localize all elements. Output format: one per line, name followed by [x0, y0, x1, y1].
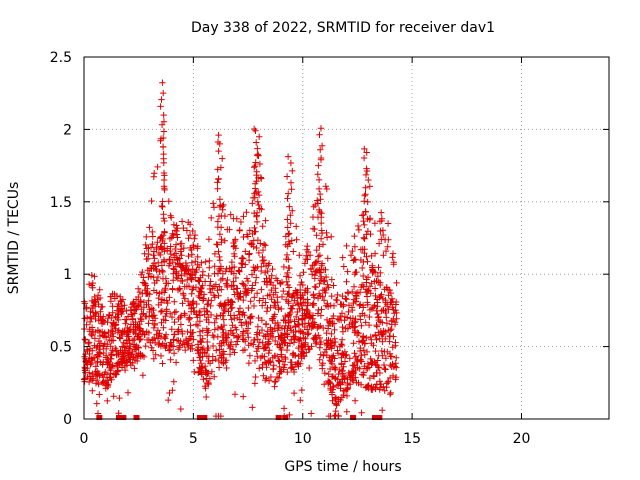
baseline-marker	[371, 415, 378, 420]
chart-title: Day 338 of 2022, SRMTID for receiver dav…	[191, 20, 495, 36]
y-tick-label: 0	[63, 412, 72, 428]
y-axis-label: SRMTID / TECUs	[6, 182, 22, 295]
scatter-plus-markers	[81, 79, 400, 420]
baseline-marker	[201, 415, 208, 420]
data-points	[81, 79, 400, 420]
x-tick-label: 20	[513, 431, 531, 447]
y-tick-label: 2	[63, 122, 72, 138]
baseline-marker	[196, 415, 203, 420]
baseline-marker	[133, 415, 140, 420]
plot-frame	[83, 56, 610, 420]
x-tick-label: 5	[189, 431, 198, 447]
y-tick-label: 0.5	[50, 340, 72, 356]
baseline-marker	[350, 415, 357, 420]
baseline-marker	[96, 415, 103, 420]
baseline-markers	[96, 415, 383, 420]
y-tick-label: 2.5	[50, 50, 72, 66]
baseline-marker	[376, 415, 383, 420]
baseline-marker	[120, 415, 127, 420]
y-tick-label: 1	[63, 267, 72, 283]
x-tick-label: 15	[403, 431, 421, 447]
x-tick-label: 10	[294, 431, 312, 447]
baseline-marker	[275, 415, 282, 420]
x-axis-label: GPS time / hours	[284, 459, 401, 475]
baseline-marker	[116, 415, 122, 420]
baseline-marker	[282, 415, 289, 420]
grid-lines	[84, 57, 609, 419]
y-tick-label: 1.5	[50, 195, 72, 211]
axis-ticks: 0 5 10 15 20 0 0.5 1 1.5 2 2.5	[50, 50, 609, 447]
x-tick-label: 0	[80, 431, 89, 447]
